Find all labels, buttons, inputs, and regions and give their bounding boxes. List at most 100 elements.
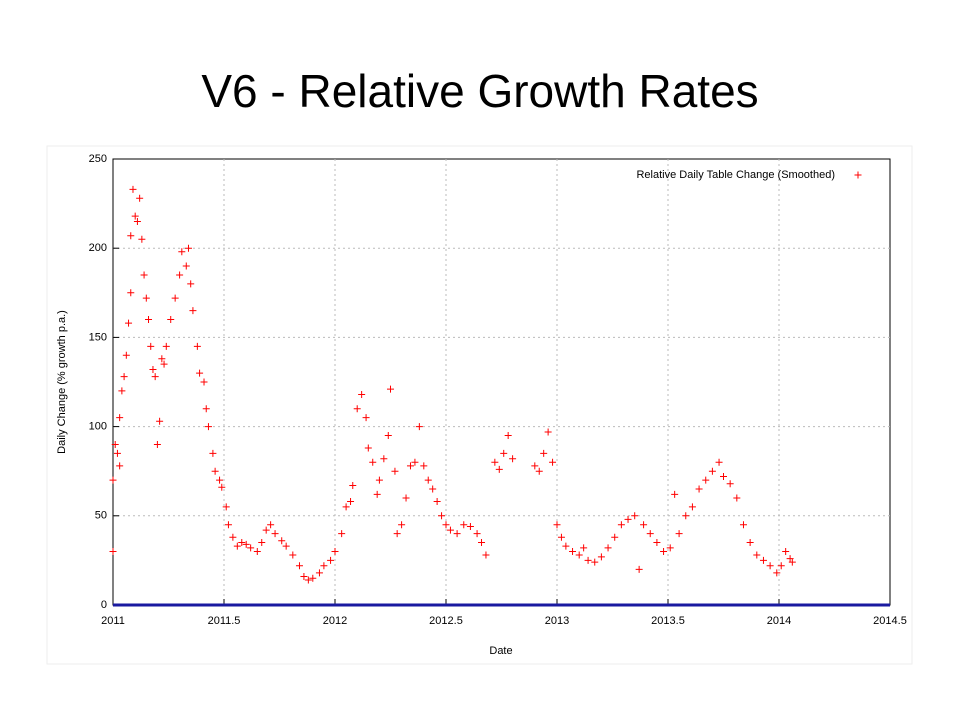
point	[682, 512, 690, 520]
point	[204, 423, 212, 431]
point	[384, 432, 392, 440]
x-tick-label: 2012	[323, 615, 347, 627]
point	[415, 423, 423, 431]
y-tick-label: 250	[89, 153, 107, 165]
point	[773, 569, 781, 577]
point	[591, 558, 599, 566]
point	[733, 494, 741, 502]
point	[688, 503, 696, 511]
point	[575, 551, 583, 559]
point	[189, 307, 197, 315]
point	[424, 476, 432, 484]
point	[766, 562, 774, 570]
point	[182, 262, 190, 270]
legend-marker	[854, 171, 862, 179]
point	[347, 498, 355, 506]
point	[162, 342, 170, 350]
point	[125, 319, 133, 327]
point	[309, 574, 317, 582]
point	[142, 294, 150, 302]
point	[127, 232, 135, 240]
point	[202, 405, 210, 413]
point	[116, 462, 124, 470]
point	[580, 544, 588, 552]
point	[222, 503, 230, 511]
chart-frame	[46, 145, 913, 665]
y-tick-label: 0	[101, 599, 107, 611]
point	[209, 449, 217, 457]
point	[675, 530, 683, 538]
y-tick-label: 50	[95, 510, 107, 522]
point	[122, 351, 130, 359]
y-axis-label: Daily Change (% growth p.a.)	[56, 310, 68, 454]
point	[746, 539, 754, 547]
x-tick-label: 2011	[101, 615, 125, 627]
point	[553, 521, 561, 529]
point	[535, 467, 543, 475]
point	[446, 526, 454, 534]
point	[460, 521, 468, 529]
point	[120, 373, 128, 381]
point	[184, 244, 192, 252]
point	[753, 551, 761, 559]
point	[720, 473, 727, 481]
point	[788, 558, 796, 566]
point	[258, 539, 266, 547]
y-tick-label: 150	[89, 331, 107, 343]
point	[544, 428, 552, 436]
point	[786, 555, 794, 563]
point	[271, 530, 279, 538]
point	[398, 521, 406, 529]
x-axis-label: Date	[489, 645, 512, 657]
point	[420, 462, 428, 470]
point	[438, 512, 446, 520]
point	[193, 342, 201, 350]
point	[331, 547, 339, 555]
point	[500, 449, 508, 457]
point	[116, 414, 124, 422]
point	[391, 467, 399, 475]
point	[327, 556, 335, 564]
legend-label: Relative Daily Table Change (Smoothed)	[636, 169, 835, 181]
point	[300, 572, 308, 580]
point	[320, 562, 328, 570]
point	[373, 490, 381, 498]
point	[353, 405, 361, 413]
point	[196, 369, 204, 377]
point	[708, 467, 716, 475]
point	[160, 360, 168, 368]
point	[216, 476, 224, 484]
point	[229, 533, 237, 541]
point	[433, 498, 441, 506]
point	[167, 316, 175, 324]
point	[375, 476, 383, 484]
point	[584, 556, 592, 564]
point	[504, 432, 512, 440]
point	[136, 194, 144, 202]
point	[646, 530, 654, 538]
point	[549, 458, 557, 466]
point	[362, 414, 370, 422]
point	[342, 503, 350, 511]
point	[411, 458, 419, 466]
point	[224, 521, 232, 529]
point	[131, 212, 139, 220]
point	[631, 512, 639, 520]
point	[262, 526, 270, 534]
point	[200, 378, 208, 386]
point	[617, 521, 625, 529]
point	[604, 544, 612, 552]
point	[140, 271, 148, 279]
point	[666, 544, 674, 552]
point	[624, 515, 632, 523]
point	[557, 533, 565, 541]
point	[153, 440, 161, 448]
point	[739, 521, 747, 529]
point	[402, 494, 410, 502]
point	[233, 542, 241, 550]
point	[466, 523, 474, 531]
point	[187, 280, 195, 288]
point	[151, 373, 159, 381]
point	[695, 485, 703, 493]
